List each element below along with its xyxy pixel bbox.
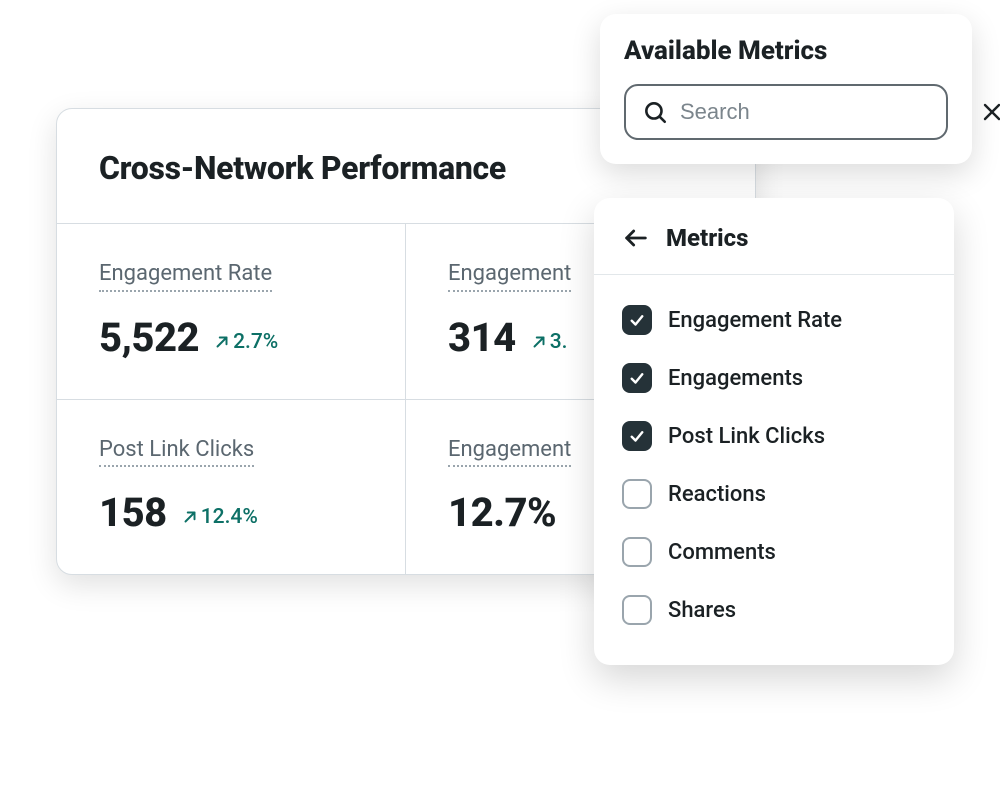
checkbox-unchecked-icon[interactable] [622, 479, 652, 509]
search-field[interactable] [624, 84, 948, 140]
metrics-dropdown-panel: Metrics Engagement Rate Engagements Post… [594, 198, 954, 665]
metric-option-label: Reactions [668, 482, 766, 507]
metric-label: Engagement [448, 436, 571, 468]
checkbox-unchecked-icon[interactable] [622, 595, 652, 625]
checkbox-unchecked-icon[interactable] [622, 537, 652, 567]
metric-delta-value: 3. [550, 330, 568, 354]
metric-label: Engagement [448, 260, 571, 292]
checkbox-checked-icon[interactable] [622, 363, 652, 393]
metric-option-label: Engagement Rate [668, 308, 842, 333]
metric-value: 12.7% [448, 489, 556, 536]
metrics-dropdown-title: Metrics [666, 224, 748, 252]
available-metrics-title: Available Metrics [624, 36, 948, 66]
metric-value-row: 158 12.4% [99, 489, 363, 536]
search-input[interactable] [680, 99, 968, 125]
metric-label: Post Link Clicks [99, 436, 254, 468]
metric-value-row: 5,522 2.7% [99, 314, 363, 361]
metric-value: 158 [99, 489, 167, 536]
metric-cell: Engagement Rate 5,522 2.7% [57, 224, 406, 400]
arrow-up-right-icon [530, 333, 548, 351]
metric-option-comments[interactable]: Comments [616, 525, 932, 579]
metric-option-label: Engagements [668, 366, 803, 391]
metric-cell: Post Link Clicks 158 12.4% [57, 400, 406, 575]
available-metrics-card: Available Metrics [600, 14, 972, 164]
metric-option-post-link-clicks[interactable]: Post Link Clicks [616, 409, 932, 463]
metric-label: Engagement Rate [99, 260, 272, 292]
metric-delta-value: 2.7% [233, 330, 278, 354]
checkbox-checked-icon[interactable] [622, 305, 652, 335]
metric-option-engagements[interactable]: Engagements [616, 351, 932, 405]
metric-option-label: Post Link Clicks [668, 424, 825, 449]
metric-option-engagement-rate[interactable]: Engagement Rate [616, 293, 932, 347]
metric-option-label: Shares [668, 598, 736, 623]
clear-icon[interactable] [980, 100, 1000, 124]
metric-option-label: Comments [668, 540, 776, 565]
metrics-dropdown-header: Metrics [594, 198, 954, 275]
back-arrow-icon[interactable] [622, 224, 650, 252]
metric-option-shares[interactable]: Shares [616, 583, 932, 637]
metric-delta: 12.4% [181, 505, 258, 529]
metric-option-reactions[interactable]: Reactions [616, 467, 932, 521]
metric-value: 5,522 [99, 314, 199, 361]
checkbox-checked-icon[interactable] [622, 421, 652, 451]
metric-delta: 2.7% [213, 330, 278, 354]
arrow-up-right-icon [213, 333, 231, 351]
search-icon [642, 99, 668, 125]
metric-delta-value: 12.4% [201, 505, 258, 529]
arrow-up-right-icon [181, 508, 199, 526]
metric-delta: 3. [530, 330, 568, 354]
metrics-option-list: Engagement Rate Engagements Post Link Cl… [594, 275, 954, 665]
metric-value: 314 [448, 314, 516, 361]
